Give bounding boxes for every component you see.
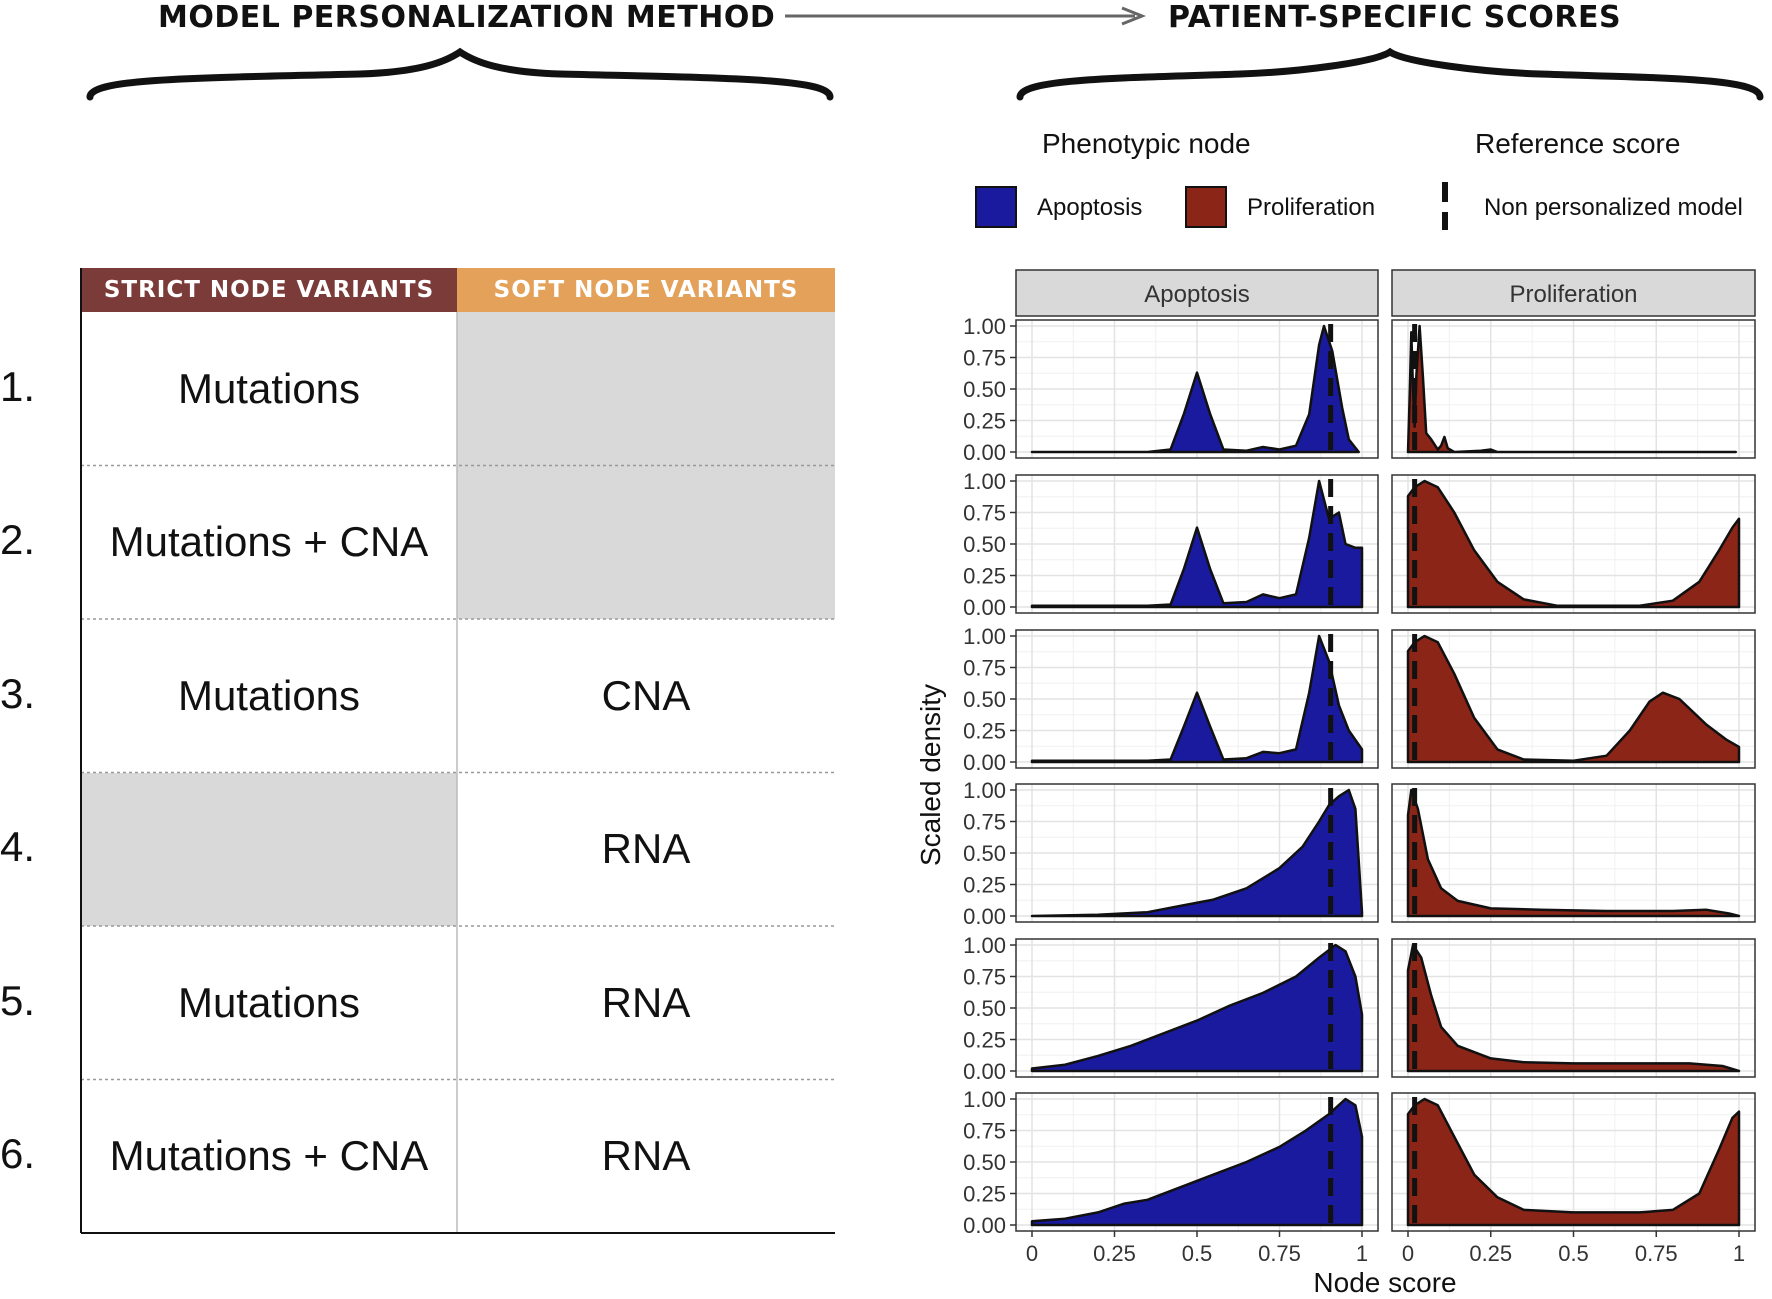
- y-tick-label: 0.00: [963, 904, 1006, 929]
- facet-strip-label: Apoptosis: [1144, 281, 1249, 308]
- apoptosis-legend-label: Apoptosis: [1037, 194, 1143, 221]
- y-tick-label: 1.00: [963, 314, 1006, 339]
- strict-variants-cell: Mutations: [177, 978, 361, 1026]
- apoptosis-density-area: [1030, 1097, 1364, 1227]
- facet-strip: [1391, 269, 1756, 317]
- y-tick-label: 1.00: [963, 1087, 1006, 1112]
- y-tick-label: 0.50: [963, 841, 1006, 866]
- y-tick-label: 0.50: [963, 377, 1006, 402]
- soft-variants-cell: RNA: [601, 978, 691, 1026]
- y-tick-label: 0.25: [963, 719, 1006, 744]
- apoptosis-density-area: [1030, 324, 1360, 454]
- strict-variants-cell: Mutations + CNA: [109, 1132, 429, 1180]
- y-tick-label: 0.25: [963, 1028, 1006, 1053]
- y-tick-label: 0.50: [963, 996, 1006, 1021]
- x-tick-label: 0.5: [1182, 1241, 1213, 1266]
- proliferation-density-area: [1406, 1097, 1741, 1227]
- y-tick-label: 1.00: [963, 469, 1006, 494]
- row-number: 1.: [0, 362, 36, 410]
- y-tick-label: 0.00: [963, 595, 1006, 620]
- strict-variants-cell: [81, 772, 457, 926]
- proliferation-legend-label: Proliferation: [1247, 194, 1376, 221]
- right-brace: [1016, 47, 1764, 101]
- left-brace: [86, 47, 834, 101]
- proliferation-density-area: [1406, 634, 1741, 764]
- y-tick-label: 0.75: [963, 501, 1006, 526]
- row-number: 4.: [0, 823, 36, 871]
- x-tick-label: 0: [1402, 1241, 1414, 1266]
- right-heading: PATIENT-SPECIFIC SCORES: [1168, 0, 1622, 35]
- row-number: 5.: [0, 976, 36, 1024]
- apoptosis-density-area: [1030, 788, 1364, 918]
- y-tick-label: 0.75: [963, 810, 1006, 835]
- y-axis-title: Scaled density: [915, 684, 946, 866]
- y-tick-label: 0.25: [963, 409, 1006, 434]
- x-tick-label: 0.75: [1258, 1241, 1301, 1266]
- soft-variants-cell: [457, 312, 835, 466]
- x-tick-label: 0: [1026, 1241, 1038, 1266]
- soft-variants-cell: RNA: [601, 825, 691, 873]
- row-number: 3.: [0, 669, 36, 717]
- y-tick-label: 0.75: [963, 346, 1006, 371]
- x-tick-label: 0.5: [1558, 1241, 1589, 1266]
- panel-border: [1391, 474, 1756, 614]
- y-tick-label: 0.50: [963, 1150, 1006, 1175]
- y-tick-label: 0.75: [963, 965, 1006, 990]
- strict-variants-header: STRICT NODE VARIANTS: [81, 268, 457, 312]
- x-tick-label: 1: [1733, 1241, 1745, 1266]
- apoptosis-density-area: [1030, 634, 1364, 764]
- reference-line-legend-key: [1442, 182, 1448, 230]
- facet-strip-label: Proliferation: [1509, 281, 1637, 308]
- panel-border: [1391, 938, 1756, 1078]
- y-tick-label: 0.00: [963, 1213, 1006, 1238]
- apoptosis-density-area: [1030, 943, 1364, 1073]
- apoptosis-density-area: [1030, 479, 1364, 609]
- panel-border: [1391, 629, 1756, 769]
- y-tick-label: 0.25: [963, 873, 1006, 898]
- y-tick-label: 0.25: [963, 1182, 1006, 1207]
- flow-arrow: [785, 6, 1147, 26]
- x-tick-label: 0.25: [1469, 1241, 1512, 1266]
- proliferation-swatch: [1185, 186, 1227, 228]
- facet-strip: [1015, 269, 1379, 317]
- proliferation-density-area: [1406, 479, 1741, 609]
- y-tick-label: 1.00: [963, 778, 1006, 803]
- soft-variants-header: SOFT NODE VARIANTS: [457, 268, 835, 312]
- soft-variants-cell: CNA: [601, 671, 691, 719]
- row-number: 2.: [0, 516, 36, 564]
- x-tick-label: 0.25: [1093, 1241, 1136, 1266]
- x-tick-label: 1: [1356, 1241, 1368, 1266]
- y-tick-label: 0.00: [963, 1059, 1006, 1084]
- y-tick-label: 0.75: [963, 656, 1006, 681]
- reference-score-legend-title: Reference score: [1475, 128, 1681, 159]
- strict-variants-cell: Mutations + CNA: [109, 518, 429, 566]
- soft-variants-cell: [457, 465, 835, 619]
- y-tick-label: 0.25: [963, 564, 1006, 589]
- left-heading: MODEL PERSONALIZATION METHOD: [158, 0, 776, 35]
- y-tick-label: 1.00: [963, 624, 1006, 649]
- row-number: 6.: [0, 1130, 36, 1178]
- y-tick-label: 1.00: [963, 933, 1006, 958]
- phenotypic-node-legend-title: Phenotypic node: [1042, 128, 1251, 159]
- y-tick-label: 0.00: [963, 750, 1006, 775]
- y-tick-label: 0.50: [963, 532, 1006, 557]
- y-tick-label: 0.00: [963, 440, 1006, 465]
- reference-legend-label: Non personalized model: [1484, 194, 1743, 221]
- strict-variants-cell: Mutations: [177, 364, 361, 412]
- y-tick-label: 0.75: [963, 1119, 1006, 1144]
- panel-border: [1391, 319, 1756, 459]
- apoptosis-swatch: [975, 186, 1017, 228]
- x-axis-title: Node score: [1313, 1267, 1456, 1298]
- soft-variants-cell: RNA: [601, 1132, 691, 1180]
- y-tick-label: 0.50: [963, 687, 1006, 712]
- x-tick-label: 0.75: [1635, 1241, 1678, 1266]
- strict-variants-cell: Mutations: [177, 671, 361, 719]
- panel-border: [1391, 783, 1756, 923]
